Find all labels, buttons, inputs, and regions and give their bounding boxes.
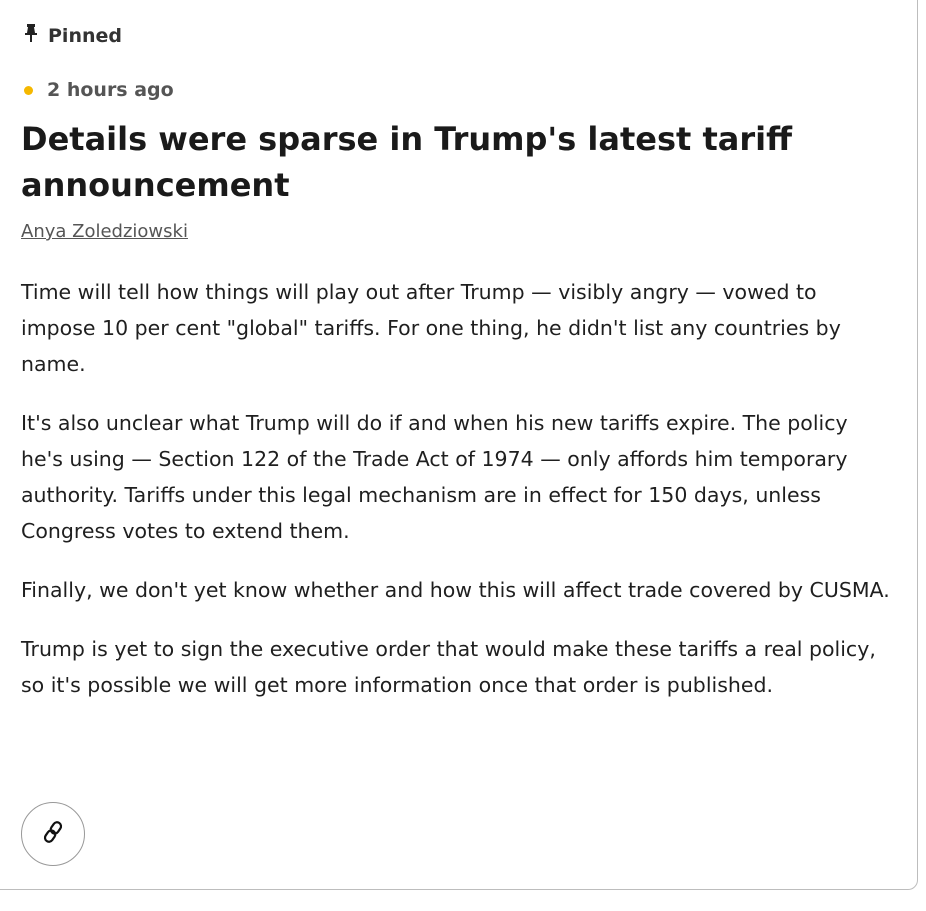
post-title: Details were sparse in Trump's latest ta… (21, 120, 792, 204)
paragraph: Trump is yet to sign the executive order… (21, 637, 876, 697)
post-card (0, 0, 918, 890)
post-body: Time will tell how things will play out … (21, 274, 891, 726)
copy-link-button[interactable] (21, 802, 85, 866)
link-icon (40, 819, 66, 849)
paragraph: Time will tell how things will play out … (21, 280, 841, 376)
pinned-text: Pinned (48, 24, 122, 47)
timestamp: 2 hours ago (24, 79, 174, 101)
paragraph: It's also unclear what Trump will do if … (21, 411, 848, 543)
pin-icon (24, 24, 38, 47)
timestamp-text: 2 hours ago (47, 79, 174, 101)
live-dot-icon (24, 85, 33, 95)
paragraph: Finally, we don't yet know whether and h… (21, 578, 890, 602)
author-link[interactable]: Anya Zoledziowski (21, 221, 188, 242)
pinned-label: Pinned (24, 24, 122, 47)
